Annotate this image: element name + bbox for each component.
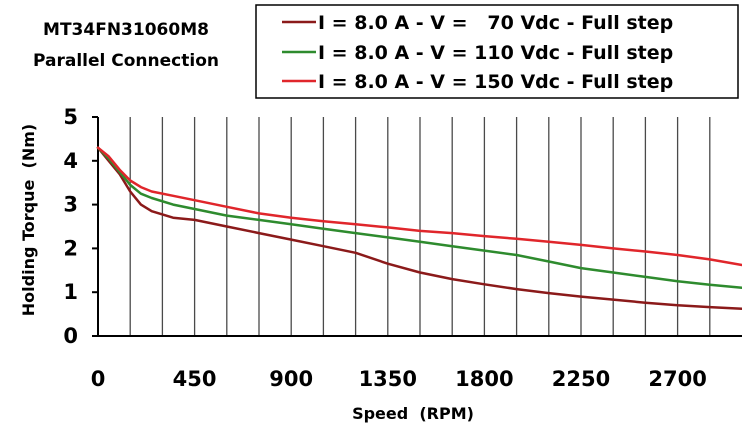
y-tick-label: 5 (63, 105, 78, 129)
chart-title: MT34FN31060M8 (43, 20, 209, 40)
x-tick-label: 900 (269, 367, 313, 391)
series-line-2 (96, 146, 742, 267)
y-axis-label: Holding Torque (Nm) (19, 124, 38, 316)
series-line-1 (96, 146, 742, 290)
legend-box (255, 4, 739, 99)
legend-label-70v: I = 8.0 A - V = 70 Vdc - Full step (318, 12, 673, 34)
x-tick-label: 450 (173, 367, 217, 391)
axes (92, 116, 742, 337)
y-tick-label: 1 (63, 280, 78, 304)
x-tick-label: 0 (91, 367, 106, 391)
chart-subtitle: Parallel Connection (33, 51, 219, 71)
x-tick-label: 2700 (648, 367, 706, 391)
y-tick-label: 3 (63, 193, 78, 217)
x-tick-label: 1350 (359, 367, 417, 391)
legend-label-150v: I = 8.0 A - V = 150 Vdc - Full step (318, 71, 673, 93)
legend-label-110v: I = 8.0 A - V = 110 Vdc - Full step (318, 42, 673, 64)
y-tick-label: 2 (63, 236, 78, 260)
x-tick-label: 1800 (455, 367, 513, 391)
x-tick-label: 2250 (552, 367, 610, 391)
y-tick-label: 4 (63, 149, 78, 173)
y-tick-label: 0 (63, 324, 78, 348)
x-axis-label: Speed (RPM) (352, 404, 474, 423)
series-line-0 (96, 146, 742, 311)
data-series (96, 146, 742, 311)
legend: I = 8.0 A - V = 70 Vdc - Full step I = 8… (255, 4, 739, 99)
